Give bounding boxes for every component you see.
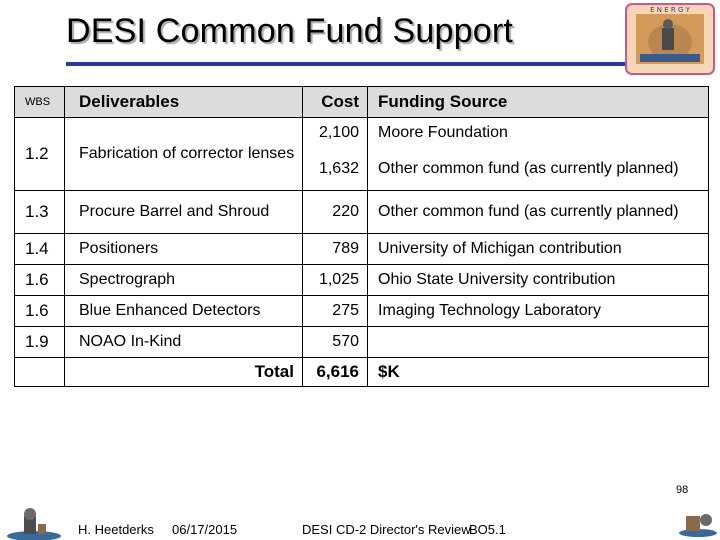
footer-date: 06/17/2015 bbox=[172, 522, 238, 537]
observatory-mascot-right-icon bbox=[679, 514, 717, 537]
wbs-cell: 1.3 bbox=[25, 202, 49, 221]
cost-cell: 570 bbox=[332, 333, 359, 350]
deliverable-cell: Procure Barrel and Shroud bbox=[79, 203, 270, 220]
wbs-cell: 1.6 bbox=[25, 301, 49, 320]
total-cost: 6,616 bbox=[316, 362, 359, 381]
deliverable-cell: NOAO In-Kind bbox=[79, 333, 182, 350]
table-row: 1.2 Fabrication of corrector lenses 2,10… bbox=[14, 117, 709, 191]
title-underline bbox=[66, 62, 634, 66]
source-cell: Other common fund (as currently planned) bbox=[378, 203, 679, 220]
observatory-mascot-left-icon bbox=[7, 508, 61, 540]
table-row: 1.3 Procure Barrel and Shroud 220 Other … bbox=[14, 190, 709, 234]
deliverable-cell: Blue Enhanced Detectors bbox=[79, 302, 261, 319]
cost-cell: 220 bbox=[332, 203, 359, 220]
total-unit: $K bbox=[378, 362, 400, 381]
header-wbs: WBS bbox=[25, 96, 51, 108]
table-total-row: Total 6,616 $K bbox=[14, 357, 709, 387]
cost-cell: 789 bbox=[332, 240, 359, 257]
deliverable-cell: Positioners bbox=[79, 240, 159, 257]
deliverable-cell: Spectrograph bbox=[79, 271, 176, 288]
table-row: 1.6 Blue Enhanced Detectors 275 Imaging … bbox=[14, 295, 709, 327]
source-cell bbox=[368, 327, 708, 357]
deliverable-cell: Fabrication of corrector lenses bbox=[79, 145, 295, 162]
footer-event: DESI CD-2 Director's Review bbox=[302, 522, 471, 537]
wbs-cell: 1.6 bbox=[25, 270, 49, 289]
header-funding-source: Funding Source bbox=[378, 92, 508, 111]
cost-cell: 2,100 bbox=[318, 124, 359, 141]
header-deliverables: Deliverables bbox=[79, 92, 180, 111]
source-cell: Imaging Technology Laboratory bbox=[378, 302, 601, 319]
energy-logo-icon: E N E R G Y bbox=[625, 3, 715, 75]
wbs-cell: 1.9 bbox=[25, 332, 49, 351]
wbs-cell: 1.2 bbox=[25, 144, 49, 163]
footer-section: BO5.1 bbox=[469, 522, 506, 537]
source-cell: University of Michigan contribution bbox=[378, 240, 622, 257]
footer-author: H. Heetderks bbox=[78, 522, 154, 537]
source-cell: Other common fund (as currently planned) bbox=[378, 160, 679, 177]
logo-text: E N E R G Y bbox=[650, 6, 690, 14]
source-cell: Ohio State University contribution bbox=[378, 271, 616, 288]
cost-cell: 1,025 bbox=[318, 271, 359, 288]
table-header-row: WBS Deliverables Cost Funding Source bbox=[14, 86, 709, 118]
page-title: DESI Common Fund Support bbox=[66, 12, 513, 50]
cost-cell: 275 bbox=[332, 302, 359, 319]
total-label: Total bbox=[254, 362, 294, 381]
table-row: 1.9 NOAO In-Kind 570 bbox=[14, 326, 709, 358]
funding-table: WBS Deliverables Cost Funding Source 1.2… bbox=[14, 86, 709, 387]
source-cell: Moore Foundation bbox=[378, 124, 508, 141]
table-row: 1.4 Positioners 789 University of Michig… bbox=[14, 233, 709, 265]
page-number: 98 bbox=[676, 484, 689, 496]
wbs-cell: 1.4 bbox=[25, 239, 49, 258]
header-cost: Cost bbox=[321, 92, 359, 111]
cost-cell: 1,632 bbox=[318, 160, 359, 177]
table-row: 1.6 Spectrograph 1,025 Ohio State Univer… bbox=[14, 264, 709, 296]
